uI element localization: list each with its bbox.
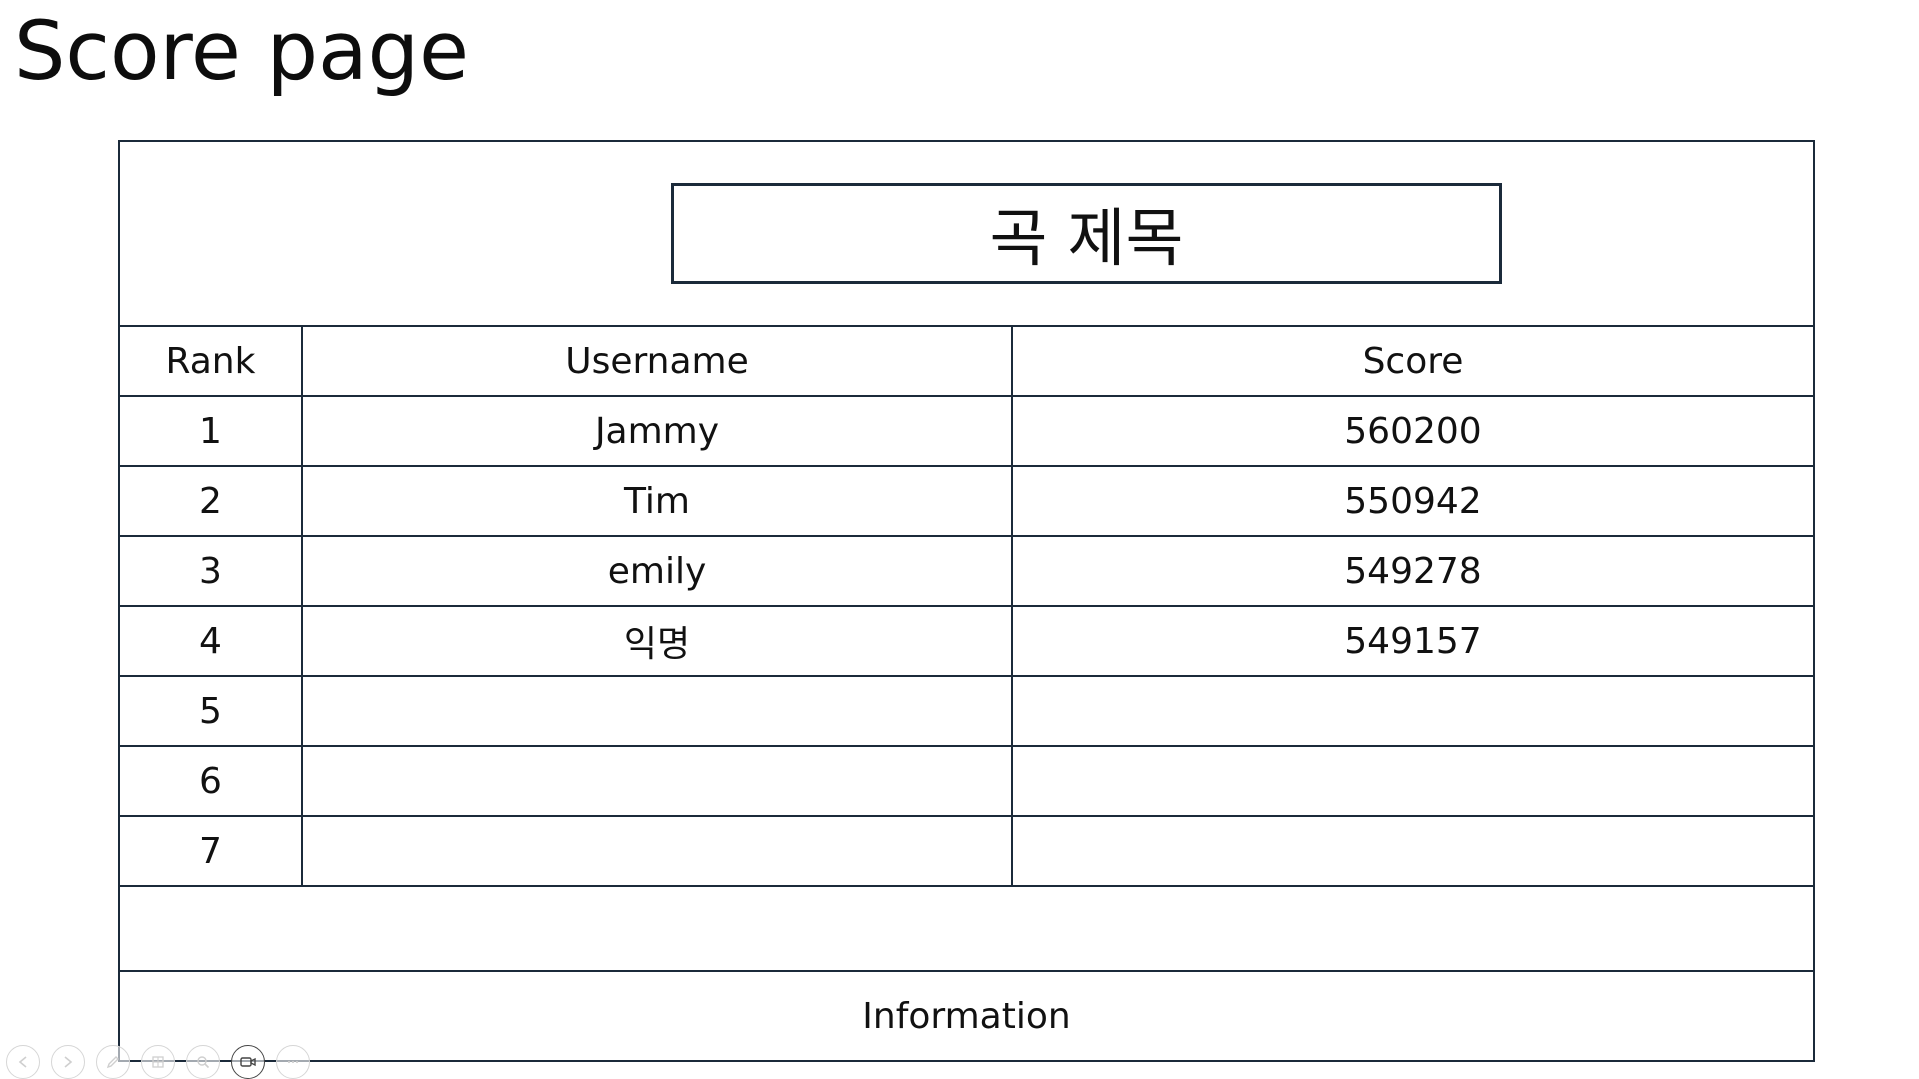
song-title-box: 곡 제목 bbox=[671, 183, 1502, 284]
zoom-magnifier-icon bbox=[197, 1056, 210, 1069]
username-header: Username bbox=[301, 325, 1013, 397]
table-row: 4 익명 549157 bbox=[120, 605, 1813, 677]
score-cell: 560200 bbox=[1011, 395, 1813, 467]
username-cell bbox=[301, 745, 1013, 817]
rank-cell: 3 bbox=[120, 535, 303, 607]
score-cell bbox=[1011, 675, 1813, 747]
rank-cell: 6 bbox=[120, 745, 303, 817]
table-row: 5 bbox=[120, 675, 1813, 747]
zoom-button[interactable] bbox=[186, 1045, 220, 1079]
score-cell: 549278 bbox=[1011, 535, 1813, 607]
score-table: Rank Username Score 1 Jammy 560200 2 Tim… bbox=[120, 325, 1813, 887]
table-row: 7 bbox=[120, 815, 1813, 887]
username-cell: 익명 bbox=[301, 605, 1013, 677]
next-slide-button[interactable] bbox=[51, 1045, 85, 1079]
score-cell: 549157 bbox=[1011, 605, 1813, 677]
rank-cell: 4 bbox=[120, 605, 303, 677]
table-row: 2 Tim 550942 bbox=[120, 465, 1813, 537]
score-cell: 550942 bbox=[1011, 465, 1813, 537]
pen-tool-button[interactable] bbox=[96, 1045, 130, 1079]
previous-arrow-icon bbox=[18, 1056, 27, 1068]
more-options-icon bbox=[287, 1060, 299, 1064]
next-arrow-icon bbox=[64, 1056, 73, 1068]
rank-cell: 5 bbox=[120, 675, 303, 747]
username-cell bbox=[301, 815, 1013, 887]
username-cell bbox=[301, 675, 1013, 747]
rank-header: Rank bbox=[120, 325, 303, 397]
pen-icon bbox=[106, 1056, 119, 1069]
table-header-row: Rank Username Score bbox=[120, 325, 1813, 397]
score-cell bbox=[1011, 745, 1813, 817]
rank-cell: 7 bbox=[120, 815, 303, 887]
table-row: 1 Jammy 560200 bbox=[120, 395, 1813, 467]
see-all-slides-button[interactable] bbox=[141, 1045, 175, 1079]
slideshow-toolbar bbox=[6, 1045, 310, 1079]
username-cell: Jammy bbox=[301, 395, 1013, 467]
rank-cell: 2 bbox=[120, 465, 303, 537]
username-cell: emily bbox=[301, 535, 1013, 607]
table-row: 6 bbox=[120, 745, 1813, 817]
information-bar: Information bbox=[120, 970, 1813, 1060]
camera-icon bbox=[240, 1057, 256, 1067]
score-cell bbox=[1011, 815, 1813, 887]
slides-grid-icon bbox=[152, 1056, 164, 1068]
camera-toggle-button[interactable] bbox=[231, 1045, 265, 1079]
score-header: Score bbox=[1011, 325, 1813, 397]
more-options-button[interactable] bbox=[276, 1045, 310, 1079]
previous-slide-button[interactable] bbox=[6, 1045, 40, 1079]
rank-cell: 1 bbox=[120, 395, 303, 467]
table-row: 3 emily 549278 bbox=[120, 535, 1813, 607]
page-title: Score page bbox=[14, 5, 469, 99]
scoreboard-frame: 곡 제목 Rank Username Score 1 Jammy 560200 … bbox=[118, 140, 1815, 1062]
username-cell: Tim bbox=[301, 465, 1013, 537]
